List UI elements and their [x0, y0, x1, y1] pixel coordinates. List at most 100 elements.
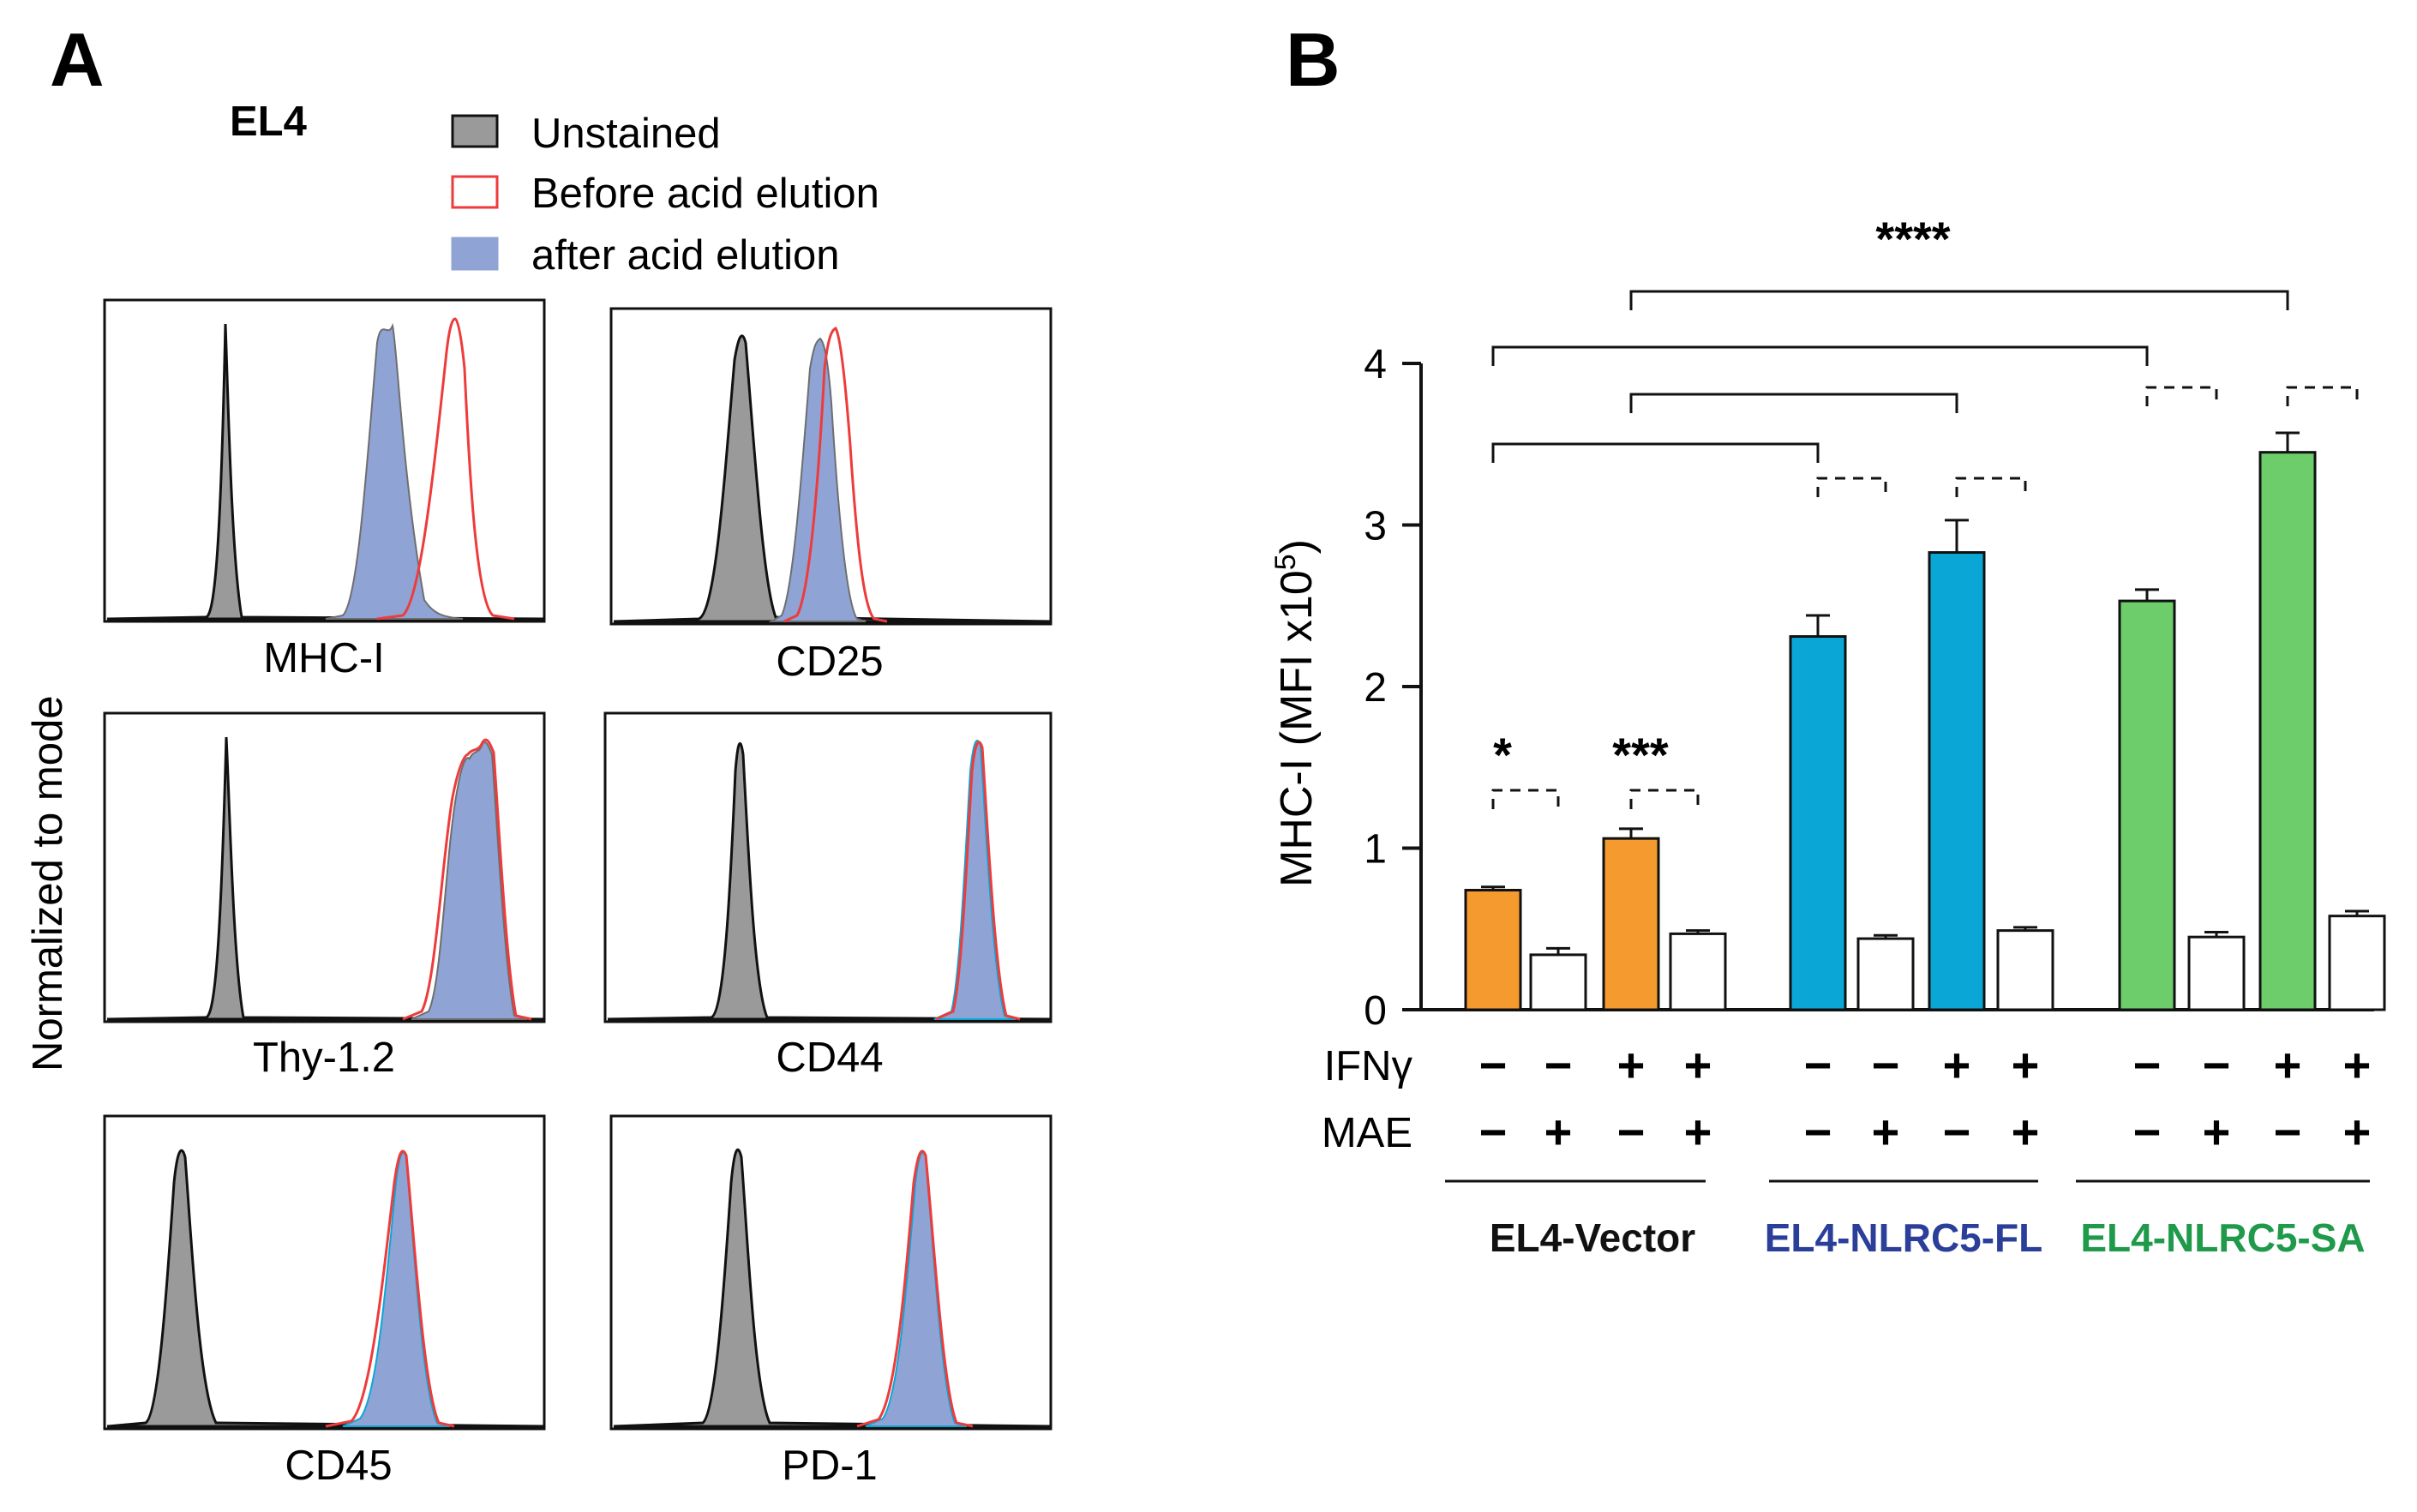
dashed-bracket	[1816, 477, 1887, 497]
y-axis-label-close: )	[1272, 539, 1322, 554]
ifn-sign: +	[1943, 1038, 1971, 1092]
group-label: EL4-NLRC5-FL	[1765, 1215, 2043, 1260]
solid-bracket	[1629, 393, 1958, 413]
significance-vector-1: *	[1493, 728, 1512, 782]
unstained-peak	[613, 334, 1052, 623]
bar	[1669, 932, 1727, 1011]
bar	[2328, 915, 2386, 1011]
histogram-frame	[103, 298, 546, 623]
before-elution-peak	[935, 741, 1021, 1021]
mae-sign: +	[2343, 1105, 2372, 1159]
histogram-thy-1-2: Thy-1.2	[103, 711, 546, 1081]
ifn-sign: −	[1479, 1038, 1508, 1092]
bar	[1996, 929, 2054, 1011]
bar	[1529, 953, 1587, 1011]
solid-bracket	[1629, 290, 2289, 310]
ifn-sign: +	[1684, 1038, 1712, 1092]
ifn-sign: +	[1617, 1038, 1646, 1092]
panel-a-letter: A	[50, 17, 105, 102]
legend-label-unstained: Unstained	[531, 111, 721, 157]
y-tick-label: 3	[1364, 504, 1387, 549]
significance-top: ****	[1875, 212, 1950, 266]
mae-sign: −	[2274, 1105, 2302, 1159]
mae-sign: +	[2012, 1105, 2040, 1159]
mae-sign: +	[2203, 1105, 2231, 1159]
solid-bracket	[1491, 442, 1820, 463]
before-elution-peak	[783, 327, 888, 623]
ifn-sign: +	[2343, 1038, 2372, 1092]
dashed-bracket	[2286, 386, 2359, 406]
unstained-peak	[106, 323, 545, 621]
before-elution-peak	[856, 1149, 974, 1428]
group-label: EL4-NLRC5-SA	[2080, 1215, 2365, 1260]
mae-sign: +	[1544, 1105, 1573, 1159]
ifn-sign: −	[2133, 1038, 2162, 1092]
panel-b-letter: B	[1286, 17, 1340, 102]
histogram-label-pd-1: PD-1	[782, 1443, 878, 1489]
histogram-mhc-i: MHC-I	[103, 298, 546, 681]
bar	[1464, 889, 1522, 1011]
unstained-peak	[607, 742, 1052, 1021]
unstained-peak	[106, 736, 545, 1021]
mae-sign: −	[1479, 1105, 1508, 1159]
ifn-sign: +	[2012, 1038, 2040, 1092]
mae-sign: −	[1617, 1105, 1646, 1159]
ifn-sign: −	[1544, 1038, 1573, 1092]
after-elution-peak	[342, 1151, 451, 1427]
bar	[1789, 635, 1847, 1011]
before-elution-peak	[325, 1149, 455, 1428]
dashed-bracket	[2145, 386, 2218, 406]
after-elution-peak	[933, 740, 1017, 1020]
dashed-bracket	[1491, 789, 1560, 809]
histogram-label-thy-1-2: Thy-1.2	[253, 1035, 395, 1081]
histogram-y-label: Normalized to mode	[25, 696, 71, 1071]
significance-vector-2: ***	[1612, 728, 1669, 782]
unstained-peak	[106, 1149, 545, 1428]
cell-line-label: EL4	[230, 99, 307, 145]
legend-swatch-after	[451, 237, 499, 271]
ifn-sign: −	[1872, 1038, 1900, 1092]
histogram-pd-1: PD-1	[609, 1114, 1053, 1489]
legend-label-after: after acid elution	[531, 232, 840, 279]
bar	[1602, 837, 1660, 1011]
ifn-sign: +	[2274, 1038, 2302, 1092]
unstained-peak	[613, 1148, 1052, 1428]
mae-sign: +	[1872, 1105, 1900, 1159]
dashed-bracket	[1629, 789, 1700, 809]
row-label-mae: MAE	[1322, 1110, 1412, 1156]
before-elution-peak	[402, 738, 532, 1021]
histogram-cd44: CD44	[603, 711, 1053, 1081]
dashed-bracket	[1955, 477, 2027, 497]
bar	[2258, 451, 2317, 1011]
ifn-sign: −	[1804, 1038, 1832, 1092]
after-elution-peak	[865, 1151, 968, 1427]
bar	[2187, 935, 2246, 1011]
histogram-cd45: CD45	[103, 1114, 546, 1489]
y-axis-label-superscript: 5	[1269, 554, 1302, 570]
mae-sign: −	[1943, 1105, 1971, 1159]
y-tick-label: 2	[1364, 665, 1387, 711]
histogram-frame	[609, 1114, 1053, 1431]
y-axis-label: MHC-I (MFI x105)	[1269, 539, 1322, 887]
y-tick-label: 4	[1364, 342, 1387, 387]
legend-swatch-unstained	[451, 114, 499, 148]
histogram-label-cd44: CD44	[776, 1035, 883, 1081]
mae-sign: +	[1684, 1105, 1712, 1159]
ifn-sign: −	[2203, 1038, 2231, 1092]
histogram-cd25: CD25	[609, 307, 1053, 685]
bar	[1928, 551, 1986, 1011]
after-elution-peak	[325, 322, 464, 620]
y-tick-label: 1	[1364, 827, 1387, 873]
before-elution-peak	[376, 317, 515, 621]
group-label: EL4-Vector	[1490, 1215, 1695, 1260]
legend: Unstained Before acid elution after acid…	[451, 111, 879, 279]
row-label-ifn: IFNγ	[1324, 1043, 1413, 1089]
y-axis-label-text: MHC-I (MFI x10	[1272, 570, 1322, 887]
histogram-label-cd45: CD45	[285, 1443, 392, 1489]
mae-sign: −	[1804, 1105, 1832, 1159]
histogram-label-cd25: CD25	[776, 639, 883, 685]
bar	[2118, 599, 2176, 1011]
mae-sign: −	[2133, 1105, 2162, 1159]
